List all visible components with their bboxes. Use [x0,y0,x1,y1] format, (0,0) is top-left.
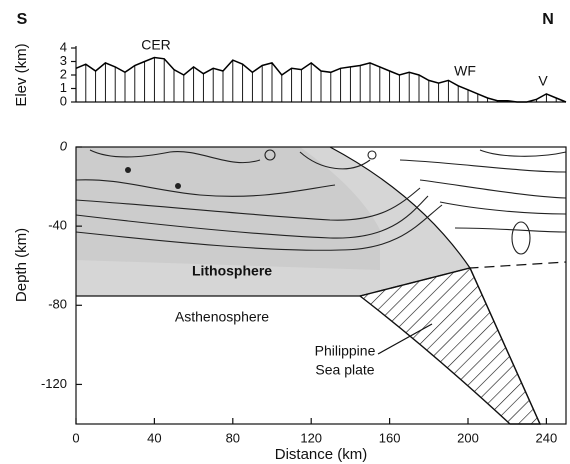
annotation: Philippine [315,343,376,359]
contour [454,227,567,233]
y-tick-label: 4 [60,39,67,54]
x-tick-label: 120 [300,430,322,445]
annotation: Asthenosphere [175,309,269,325]
elevation-line [75,56,567,103]
contour [479,149,567,157]
dashed-boundary [359,261,567,297]
y-tick-label: 3 [60,53,67,68]
contour [75,187,421,221]
section-drawing [75,146,567,425]
contour [264,149,276,161]
contour [89,149,261,164]
contour [125,167,131,173]
annotation: CER [141,37,171,53]
y-tick-label: -80 [48,297,67,312]
contour [511,221,531,255]
y-tick-label: -120 [41,376,67,391]
contour [439,201,567,215]
y-tick-label: 2 [60,66,67,81]
annotation: N [542,11,554,28]
contour [75,195,429,239]
x-tick-label: 160 [379,430,401,445]
slab-hatch [358,267,542,425]
annotation: WF [454,63,476,79]
contour [367,150,377,160]
x-tick-label: 0 [72,430,79,445]
slab-top [329,146,541,425]
x-tick-label: 80 [226,430,240,445]
contour [399,159,567,173]
annotation: Lithosphere [192,263,272,279]
contour [75,204,443,251]
y-tick-label: 1 [60,80,67,95]
y-tick-label: 0 [60,93,67,108]
annotation: V [538,73,548,89]
contour [75,179,336,197]
y-tick-label: -40 [48,218,67,233]
y-tick-label: 0 [60,138,68,153]
contour [175,183,181,189]
x-axis-label: Distance (km) [275,446,368,463]
annotation: S [17,11,28,28]
x-tick-label: 40 [147,430,161,445]
leader-line [377,323,433,355]
x-tick-label: 240 [536,430,558,445]
x-tick-label: 200 [457,430,479,445]
plot-frame [75,146,567,425]
contour [419,179,567,199]
y-axis-label: Elev (km) [13,43,30,106]
contour [299,151,371,170]
annotation: Sea plate [315,362,374,378]
y-axis-label: Depth (km) [13,228,30,302]
